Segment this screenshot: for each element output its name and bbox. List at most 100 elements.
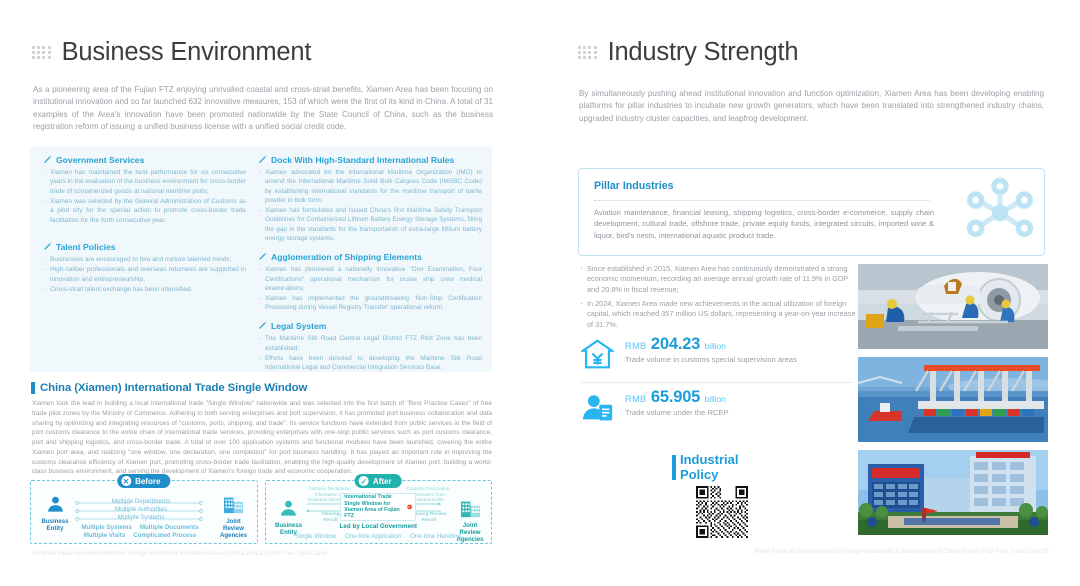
stat-description: Trade volume under the RCEP bbox=[625, 408, 729, 417]
label-line2: Entity bbox=[280, 528, 297, 536]
close-icon: ✕ bbox=[121, 476, 132, 486]
group-dock-international-rules: Dock With High-Standard International Ru… bbox=[258, 155, 482, 243]
foot-label: Single Window bbox=[295, 533, 336, 540]
foot-label: Multiple Documents bbox=[139, 523, 199, 531]
label-line1: Joint bbox=[226, 518, 241, 525]
person-document-icon bbox=[582, 395, 613, 421]
label-line3: Agencies bbox=[456, 535, 484, 543]
policy-line-1: Industrial bbox=[680, 452, 739, 467]
after-center-box: International Trade Single Window for Xi… bbox=[340, 493, 417, 521]
highlights-column-left: Government Services Xiamen has maintaine… bbox=[43, 155, 246, 303]
right-intro-paragraph: By simultaneously pushing ahead institut… bbox=[579, 89, 1044, 123]
group-title: Government Services bbox=[43, 155, 246, 165]
photo-strip bbox=[858, 264, 1048, 543]
group-title-text: Agglomeration of Shipping Elements bbox=[271, 252, 422, 263]
label-line1: Business bbox=[41, 518, 69, 525]
group-title: Legal System bbox=[258, 321, 482, 331]
stat-unit: billion bbox=[704, 341, 726, 351]
section-marker bbox=[672, 455, 676, 480]
list-item: Since established in 2015, Xiamen Area h… bbox=[579, 262, 857, 295]
after-badge: ✓ After bbox=[354, 474, 402, 488]
check-icon: ✓ bbox=[358, 476, 369, 486]
pen-icon bbox=[259, 321, 267, 330]
stat-value-row: RMB 65.905 billion bbox=[625, 389, 729, 406]
container-port-illustration bbox=[858, 357, 1048, 442]
before-panel: ✕ Before Business Entity bbox=[30, 474, 258, 544]
before-review-agencies: Joint Review Agencies bbox=[213, 495, 255, 539]
group-items: The Maritime Silk Road Central Legal Dis… bbox=[258, 333, 482, 372]
cross-border-ecommerce-park-photo bbox=[858, 450, 1048, 535]
group-talent-policies: Talent Policies Businesses are encourage… bbox=[43, 242, 246, 296]
industry-strength-header: Industry Strength bbox=[578, 39, 799, 66]
currency-label: RMB bbox=[625, 340, 647, 351]
dot-grid-icon bbox=[578, 46, 597, 60]
group-items: Xiamen advocated for the International M… bbox=[258, 167, 482, 243]
after-badge-label: After bbox=[372, 476, 392, 486]
group-title: Dock With High-Standard International Ru… bbox=[258, 155, 482, 165]
after-business-entity: Business Entity bbox=[269, 499, 309, 537]
pen-icon bbox=[259, 155, 267, 163]
group-items: Businesses are encouraged to hire and nu… bbox=[43, 254, 246, 296]
stat-value: 65.905 bbox=[650, 388, 701, 406]
section-marker bbox=[31, 382, 35, 394]
label-line2: Review bbox=[459, 528, 481, 536]
label-line1: Business bbox=[274, 522, 303, 529]
group-title-text: Government Services bbox=[56, 155, 145, 165]
list-item: Xiamen has formulated and issued China's… bbox=[258, 205, 482, 243]
business-environment-header: Business Environment bbox=[32, 39, 311, 66]
single-window-title: China (Xiamen) International Trade Singl… bbox=[40, 382, 308, 394]
before-business-entity: Business Entity bbox=[35, 495, 75, 533]
single-window-logo-icon bbox=[407, 504, 412, 510]
after-arrow-label-top-right: Customs Declaration Information from Bus… bbox=[406, 486, 450, 503]
after-review-agencies: Joint Review Agencies bbox=[450, 499, 490, 543]
foot-label: Multiple Visits bbox=[83, 531, 126, 539]
label-line1: Joint bbox=[462, 522, 478, 529]
divider bbox=[594, 200, 930, 201]
stat-value: 204.23 bbox=[650, 335, 701, 353]
list-item: Xiamen was selected by the General Admin… bbox=[43, 196, 246, 225]
mid-line: Multiple Departments bbox=[111, 498, 171, 505]
single-window-body: Xiamen took the lead in building a local… bbox=[32, 400, 492, 476]
foot-label: Multiple Systems bbox=[81, 523, 132, 531]
list-item: Xiamen has implemented the groundbreakin… bbox=[258, 293, 482, 313]
label-line2: Entity bbox=[46, 524, 64, 532]
left-page-footer: 04 White Paper on Environment for Foreig… bbox=[32, 551, 327, 557]
mid-line: Multiple Authorities bbox=[115, 506, 167, 514]
pillar-industries-body: Aviation maintenance, financial leasing,… bbox=[594, 208, 934, 240]
left-intro-paragraph: As a pioneering area of the Fujian FTZ e… bbox=[33, 85, 493, 131]
after-center-caption: Led by Local Government bbox=[339, 523, 417, 530]
group-items: Xiamen has maintained the best performan… bbox=[43, 167, 246, 225]
list-item: The Maritime Silk Road Central Legal Dis… bbox=[258, 333, 482, 353]
pillar-industries-card: Pillar Industries Aviation maintenance, … bbox=[578, 168, 1045, 256]
list-item: Cross-strait talent exchange has been in… bbox=[43, 284, 246, 296]
foot-label: One-time Handling bbox=[410, 533, 461, 540]
pillar-industries-title: Pillar Industries bbox=[594, 180, 674, 192]
before-flow-arrows bbox=[75, 501, 203, 521]
group-title: Agglomeration of Shipping Elements bbox=[258, 252, 482, 262]
center-box-label: International Trade Single Window for Xi… bbox=[344, 494, 400, 520]
qr-code-icon[interactable] bbox=[696, 486, 748, 539]
after-footer-labels: Single Window One-time Application One-t… bbox=[266, 533, 492, 540]
group-legal-system: Legal System The Maritime Silk Road Cent… bbox=[258, 321, 482, 372]
container-port-photo bbox=[858, 357, 1048, 442]
single-window-header: China (Xiamen) International Trade Singl… bbox=[31, 382, 307, 394]
stat-customs-supervision: RMB 204.23 billion Trade volume in custo… bbox=[581, 336, 853, 380]
industrial-policy-block: Industrial Policy bbox=[672, 452, 780, 543]
before-badge: ✕ Before bbox=[117, 474, 171, 488]
list-item: Xiamen advocated for the International M… bbox=[258, 167, 482, 205]
group-title: Talent Policies bbox=[43, 242, 246, 252]
right-page: Industry Strength Industry Strength By s… bbox=[545, 0, 1080, 586]
highlights-column-right: Dock With High-Standard International Ru… bbox=[258, 155, 482, 381]
list-item: Xiamen has maintained the best performan… bbox=[43, 167, 246, 196]
dot-grid-icon bbox=[32, 46, 51, 60]
building-icon bbox=[460, 501, 480, 518]
group-title-text: Dock With High-Standard International Ru… bbox=[271, 155, 455, 165]
person-icon bbox=[47, 496, 63, 512]
list-item: Xiamen has pioneered a nationally innova… bbox=[258, 264, 482, 293]
label-line2: Review bbox=[222, 524, 244, 532]
aircraft-maintenance-illustration bbox=[858, 264, 1048, 349]
building-icon bbox=[224, 497, 243, 514]
list-item: In 2024, Xiamen Area made new achievemen… bbox=[579, 297, 857, 330]
aircraft-maintenance-photo bbox=[858, 264, 1048, 349]
